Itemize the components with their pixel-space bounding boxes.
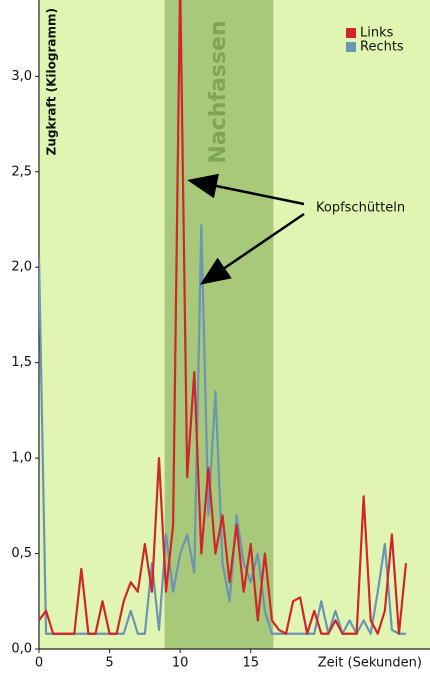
x-tick-label: 5 [105,656,113,671]
legend-swatch [346,28,356,38]
annotation: Kopfschütteln [316,201,405,216]
series-line [39,0,408,635]
lines [39,0,408,635]
region-label: Nachfassen [206,20,231,163]
arrow [187,173,305,206]
y-tick-label: 2,5 [11,164,32,179]
x-tick-label: 0 [35,656,43,671]
legend-label: Rechts [360,40,404,55]
plot-layer: Nachfassen 0,0 0,5 1,0 1,5 2,0 2,5 3,0 0 5 10 15 Zei… [11,0,430,671]
y-tick-label: 0,5 [11,546,32,561]
y-axis-label: Zugkraft (Kilogramm) [45,8,59,155]
legend-label: Links [360,26,394,41]
y-tick-label: 1,5 [11,355,32,370]
y-tick-label: 0,0 [11,642,32,657]
y-tick-label: 3,0 [11,69,32,84]
legend-swatch [346,42,356,52]
x-tick-label: 10 [172,656,189,671]
y-tick-label: 2,0 [11,260,32,275]
series-line [39,224,407,635]
y-tick-label: 1,0 [11,451,32,466]
arrow [199,212,305,285]
x-tick-label: 15 [242,656,259,671]
x-axis-label: Zeit (Sekunden) [318,656,422,671]
